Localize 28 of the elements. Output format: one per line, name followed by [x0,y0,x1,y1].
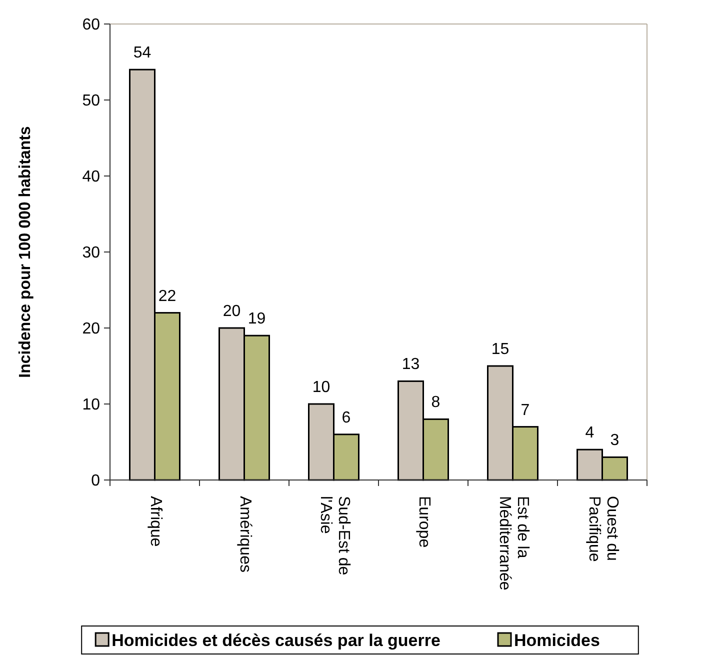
x-tick-label: Sud-Est de l'Asie [316,496,352,576]
y-tick-label: 20 [82,320,100,338]
data-label: 8 [431,394,440,412]
data-label: 22 [158,288,176,305]
data-label: 6 [342,409,351,426]
legend-label: Homicides et décès causés par la guerre [112,630,440,650]
data-label: 4 [585,424,594,442]
y-tick-label: 0 [91,472,100,490]
legend-label: Homicides [514,630,600,650]
data-label: 7 [520,402,530,419]
x-tick-label: Afrique [146,496,164,547]
y-tick-label: 60 [82,16,100,34]
data-label: 10 [312,379,330,396]
y-tick-label: 10 [82,396,100,414]
y-axis-title: Incidence pour 100 000 habitants [17,126,34,378]
x-tick-label: Est de la Méditerranée [496,496,531,590]
data-label: 54 [133,44,152,62]
y-tick-label: 40 [82,168,100,186]
x-tick-label: Amériques [236,496,254,572]
data-label: 15 [491,341,510,358]
data-label: 20 [222,303,241,320]
y-tick-label: 30 [82,244,100,262]
data-label: 19 [248,310,266,328]
x-tick-label: Europe [415,496,432,548]
x-tick-label: Ouest du Pacifique [585,496,620,562]
data-label: 13 [402,356,420,374]
y-tick-label: 50 [82,92,100,110]
data-label: 3 [610,432,620,450]
